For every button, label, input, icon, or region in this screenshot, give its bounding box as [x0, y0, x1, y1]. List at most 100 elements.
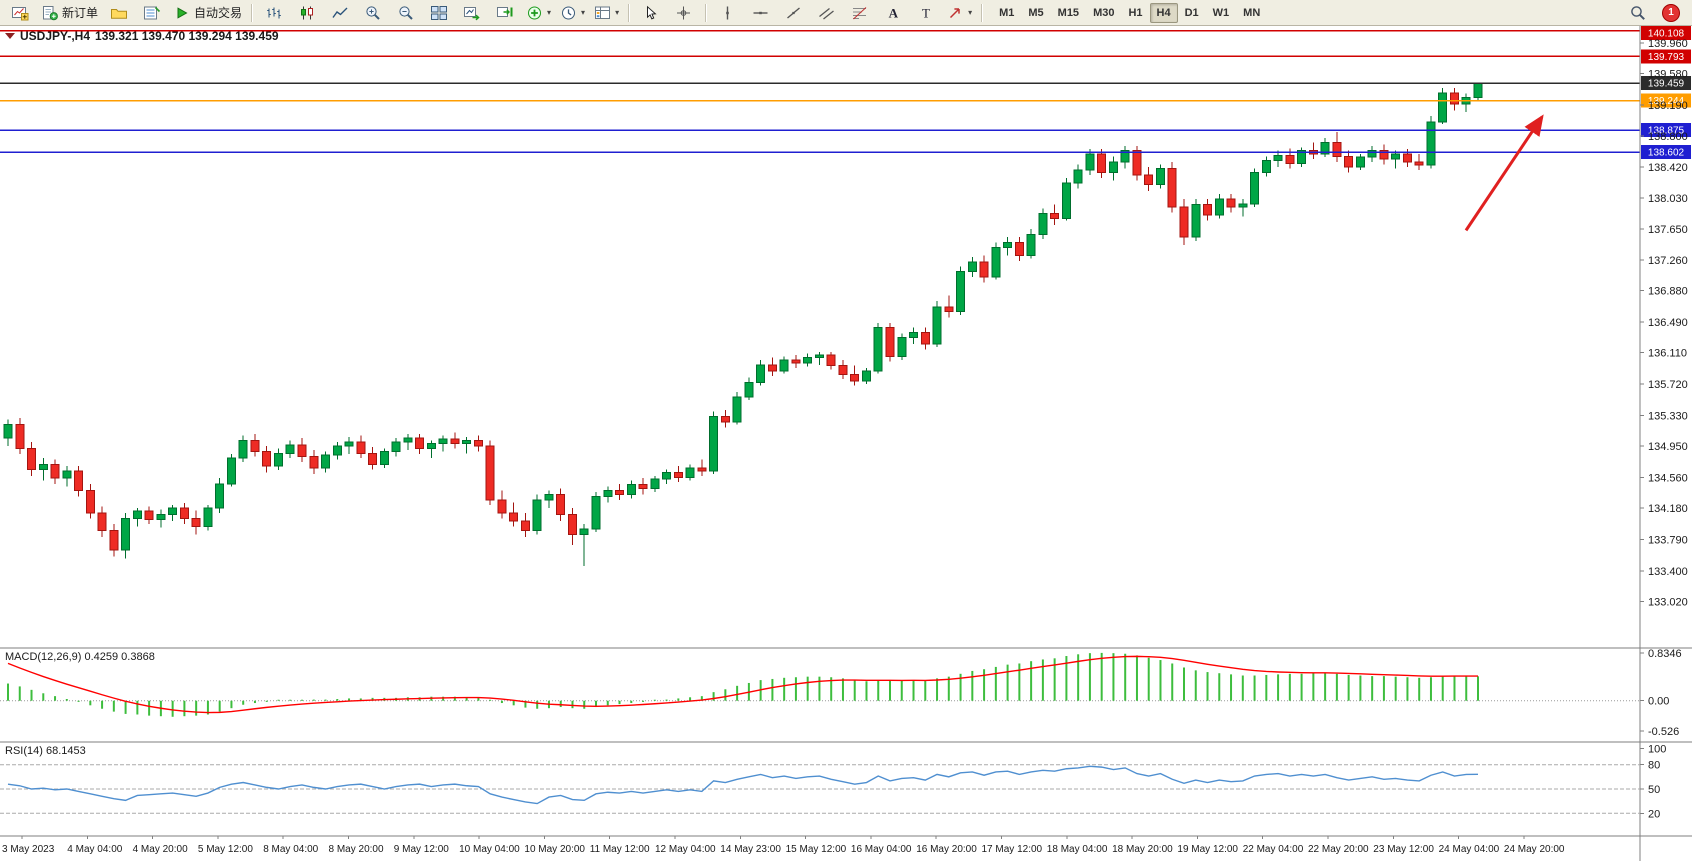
bars-chart-button[interactable]: [258, 1, 290, 25]
chart-shift-button[interactable]: [489, 1, 521, 25]
label-button[interactable]: T: [910, 1, 942, 25]
tile-windows-icon: [431, 5, 448, 20]
zoom-out-icon: [399, 5, 413, 20]
candle-body: [391, 441, 401, 453]
candle-body: [1449, 92, 1459, 105]
bars-chart-icon: [267, 7, 281, 18]
price-axis-label: 139.580: [1648, 68, 1688, 80]
new-order-button[interactable]: 新订单: [37, 1, 102, 25]
time-axis[interactable]: 3 May 2023 4 May 04:00 4 May 20:00 5 May 12…: [2, 836, 1565, 855]
candle-body: [532, 499, 542, 532]
profiles-button[interactable]: [103, 1, 135, 25]
autoscroll-button[interactable]: [456, 1, 488, 25]
price-axis-label: 138.420: [1648, 162, 1688, 174]
candle-body: [1273, 155, 1283, 161]
timeframe-button-d1[interactable]: D1: [1184, 6, 1199, 19]
templates-button[interactable]: ▾: [590, 1, 623, 25]
cursor-button[interactable]: [635, 1, 667, 25]
tile-windows-button[interactable]: [423, 1, 455, 25]
candle-body: [897, 336, 907, 358]
fibonacci-button[interactable]: [844, 1, 876, 25]
search-button[interactable]: [1622, 1, 1654, 25]
new-chart-button[interactable]: [4, 1, 36, 25]
candle-body: [909, 332, 919, 338]
timeframe-button-h1[interactable]: H1: [1128, 6, 1143, 19]
time-axis-label: 24 May 20:00: [1504, 844, 1565, 855]
new-order-button-label: 新订单: [62, 6, 99, 20]
timeframe-button-w1[interactable]: W1: [1212, 6, 1230, 19]
candle-body: [1144, 174, 1154, 186]
symbol-label: USDJPY-,H4: [20, 29, 91, 43]
indicators-button[interactable]: ▾: [522, 1, 555, 25]
candle-body: [579, 528, 589, 536]
price-badge-label: 139.244: [1648, 96, 1685, 107]
timeframe-button-m5[interactable]: M5: [1028, 6, 1044, 19]
oneclick-expand-icon[interactable]: [5, 33, 15, 39]
timeframe-button-h4[interactable]: H4: [1149, 2, 1178, 23]
candle-body: [1038, 212, 1048, 235]
candle-body: [638, 484, 648, 490]
timeframe-button-mn[interactable]: MN: [1243, 6, 1261, 19]
price-axis[interactable]: 139.960 139.580 139.190 138.800 138.420 138.0…: [1639, 26, 1688, 861]
arrows-button[interactable]: ▾: [943, 1, 976, 25]
autoscroll-icon: [464, 6, 480, 20]
channel-button[interactable]: [811, 1, 843, 25]
crosshair-button[interactable]: [668, 1, 700, 25]
candle-body: [1402, 153, 1412, 163]
price-axis-label: 138.030: [1648, 193, 1688, 205]
market-watch-icon: [144, 6, 161, 19]
candlestick-series[interactable]: [3, 82, 1483, 566]
candle-body: [1026, 233, 1036, 256]
candle-body: [403, 437, 413, 443]
trend-arrow-annotation[interactable]: [1464, 114, 1544, 232]
macd-signal-line: [7, 655, 1479, 714]
price-axis-label: 135.720: [1648, 379, 1688, 391]
price-axis-label: 136.490: [1648, 317, 1688, 329]
timeframe-button-m1[interactable]: M1: [999, 6, 1015, 19]
rsi-line: [7, 765, 1479, 805]
fibonacci-icon: [853, 6, 867, 19]
ohlc-values: 139.321 139.470 139.294 139.459: [95, 29, 279, 43]
price-axis-label: 135.330: [1648, 410, 1688, 422]
candle-body: [1073, 169, 1083, 184]
candle-body: [285, 444, 295, 454]
notification-badge[interactable]: 1: [1662, 3, 1680, 22]
rsi-panel[interactable]: 100 80 50 20: [0, 743, 1666, 820]
svg-text:T: T: [922, 5, 930, 20]
candle-body: [15, 423, 25, 449]
price-axis-label: 139.960: [1648, 38, 1688, 50]
price-badge: [1641, 145, 1691, 160]
time-axis-label: 8 May 04:00: [263, 844, 318, 855]
time-axis-label: 15 May 12:00: [786, 844, 847, 855]
chart-area[interactable]: 140.108 139.793 139.459 139.244 138.875 138.6…: [0, 26, 1692, 861]
candle-body: [415, 437, 425, 449]
zoom-out-button[interactable]: [390, 1, 422, 25]
autotrade-button[interactable]: 自动交易: [169, 1, 246, 25]
price-axis-label: 136.880: [1648, 286, 1688, 298]
candle-body: [450, 438, 460, 445]
periods-button[interactable]: ▾: [556, 1, 589, 25]
horizontal-line-button[interactable]: [745, 1, 777, 25]
candle-body: [956, 270, 966, 313]
timeframe-button-m15[interactable]: M15: [1057, 6, 1080, 19]
text-button[interactable]: A: [877, 1, 909, 25]
horizontal-levels: 140.108 139.793 139.459 139.244 138.875 138.6…: [0, 26, 1691, 160]
chart-background: [0, 26, 1692, 861]
candle-body: [1226, 198, 1236, 208]
price-badge-label: 140.108: [1648, 29, 1685, 40]
candle-body: [885, 327, 895, 358]
time-axis-label: 4 May 20:00: [133, 844, 188, 855]
market-watch-button[interactable]: [136, 1, 168, 25]
macd-panel[interactable]: 0.8346 0.00 -0.526: [0, 648, 1682, 738]
zoom-in-button[interactable]: [357, 1, 389, 25]
candle-body: [1332, 142, 1342, 157]
line-chart-button[interactable]: [324, 1, 356, 25]
price-axis-label: 133.400: [1648, 566, 1688, 578]
timeframe-button-m30[interactable]: M30: [1093, 6, 1115, 19]
vertical-line-button[interactable]: [712, 1, 744, 25]
candles-chart-button[interactable]: [291, 1, 323, 25]
candle-body: [603, 489, 613, 498]
trendline-button[interactable]: [778, 1, 810, 25]
candle-body: [685, 467, 695, 478]
time-axis-label: 18 May 04:00: [1047, 844, 1108, 855]
